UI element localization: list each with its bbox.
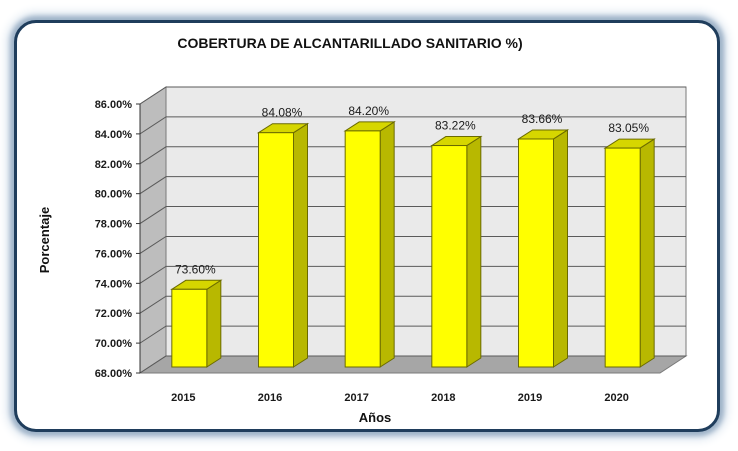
- y-tick-label: 82.00%: [95, 159, 133, 171]
- bar-front: [258, 132, 294, 368]
- x-tick-label: 2018: [431, 392, 455, 404]
- data-label: 73.60%: [175, 262, 216, 276]
- bar: [256, 122, 310, 368]
- data-label: 83.05%: [608, 121, 649, 135]
- y-tick-label: 74.00%: [95, 278, 133, 290]
- gridlines: [139, 86, 686, 374]
- gridline: [139, 295, 686, 314]
- bar-side: [379, 120, 395, 368]
- gridline: [139, 206, 686, 224]
- y-tick-label: 68.00%: [95, 368, 133, 380]
- gridline: [139, 176, 686, 195]
- x-tick-label: 2015: [171, 392, 195, 404]
- x-tick-label: 2016: [258, 392, 282, 404]
- gridline: [139, 325, 686, 344]
- bar: [516, 129, 570, 368]
- y-tick-label: 80.00%: [95, 189, 133, 201]
- chart-walls: [138, 86, 688, 374]
- bar-front: [518, 138, 554, 368]
- bar: [343, 120, 396, 368]
- bar-front: [171, 288, 208, 368]
- data-label: 84.08%: [262, 106, 303, 120]
- x-tick-label: 2019: [518, 392, 542, 404]
- bar: [430, 135, 483, 368]
- x-tick-label: 2020: [604, 392, 628, 404]
- bar-front: [344, 130, 381, 368]
- bar: [170, 279, 223, 368]
- bar-side: [206, 279, 222, 368]
- data-label: 84.20%: [348, 104, 389, 118]
- gridline: [139, 86, 686, 105]
- bar-front: [604, 147, 641, 368]
- x-axis-title: Años: [359, 410, 392, 425]
- gridline: [139, 235, 686, 254]
- gridline: [139, 355, 686, 374]
- bar: [603, 138, 656, 368]
- chart-title: COBERTURA DE ALCANTARILLADO SANITARIO %): [177, 35, 522, 51]
- data-label: 83.66%: [522, 112, 563, 126]
- floor: [138, 355, 688, 374]
- gridline: [139, 265, 686, 284]
- y-tick-label: 78.00%: [95, 219, 133, 231]
- y-tick-label: 76.00%: [95, 248, 133, 260]
- x-axis-ticks: 2015 2016 2017 2018 2019 2020: [171, 392, 629, 404]
- bar-side: [639, 138, 655, 368]
- gridline: [139, 116, 686, 135]
- y-tick-label: 86.00%: [95, 99, 133, 111]
- data-label: 83.22%: [435, 119, 476, 133]
- data-labels: 73.60% 84.08% 84.20% 83.22% 83.66% 83.05%: [175, 104, 649, 276]
- side-wall: [139, 86, 167, 374]
- gridline: [139, 146, 686, 165]
- bar-side: [466, 135, 482, 368]
- y-axis-title: Porcentaje: [37, 207, 52, 273]
- bar-side: [293, 122, 308, 368]
- y-axis-ticks: 68.00% 70.00% 72.00% 74.00% 76.00% 78.00% 80.0…: [95, 99, 141, 380]
- bars: [170, 120, 656, 368]
- bar-side: [553, 129, 568, 368]
- bar-front: [431, 145, 468, 368]
- x-tick-label: 2017: [344, 392, 368, 404]
- y-tick-label: 72.00%: [95, 308, 133, 320]
- y-tick-label: 70.00%: [95, 338, 133, 350]
- y-tick-label: 84.00%: [95, 129, 133, 141]
